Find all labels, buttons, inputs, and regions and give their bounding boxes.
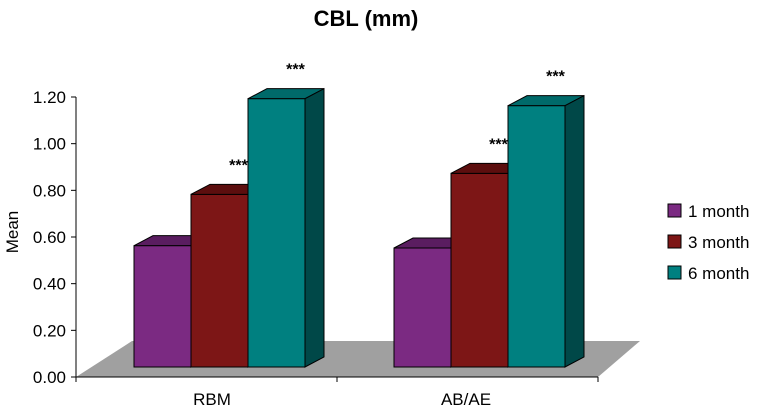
legend-swatch xyxy=(667,203,682,218)
bar-front xyxy=(133,245,192,368)
x-axis-ticks: RBM AB/AE xyxy=(75,377,599,409)
bar-side xyxy=(304,87,325,368)
legend-swatch xyxy=(667,234,682,249)
significance-label: *** xyxy=(489,136,508,153)
y-tick-label: 0.00 xyxy=(33,368,66,387)
y-tick-label: 1.00 xyxy=(33,135,66,154)
bar-side xyxy=(564,94,585,368)
legend-item: 6 month xyxy=(667,264,749,283)
significance-label: *** xyxy=(546,69,565,86)
chart-title: CBL (mm) xyxy=(314,6,419,31)
y-axis-ticks: 0.00 0.20 0.40 0.60 0.80 1.00 1.20 xyxy=(33,88,76,387)
annotations: *** *** *** *** xyxy=(229,62,565,175)
bar xyxy=(507,94,585,368)
y-tick-label: 0.40 xyxy=(33,275,66,294)
bar-front xyxy=(450,172,509,368)
bars xyxy=(133,87,585,368)
y-tick-label: 0.60 xyxy=(33,228,66,247)
legend-label: 3 month xyxy=(688,233,749,252)
y-tick-label: 0.20 xyxy=(33,321,66,340)
legend-label: 1 month xyxy=(688,202,749,221)
legend: 1 month 3 month 6 month xyxy=(667,202,749,283)
legend-item: 3 month xyxy=(667,233,749,252)
y-tick-label: 0.80 xyxy=(33,181,66,200)
legend-label: 6 month xyxy=(688,264,749,283)
bar-front xyxy=(247,98,306,368)
x-tick-label: RBM xyxy=(193,390,231,409)
legend-item: 1 month xyxy=(667,202,749,221)
bar-front xyxy=(190,193,249,368)
x-tick-label: AB/AE xyxy=(441,390,491,409)
legend-swatch xyxy=(667,265,682,280)
significance-label: *** xyxy=(286,62,305,79)
significance-label: *** xyxy=(229,157,248,174)
bar-front xyxy=(507,105,566,368)
bar xyxy=(247,87,325,368)
bar-front xyxy=(393,247,452,368)
y-tick-label: 1.20 xyxy=(33,88,66,107)
y-axis-label: Mean xyxy=(3,211,22,254)
